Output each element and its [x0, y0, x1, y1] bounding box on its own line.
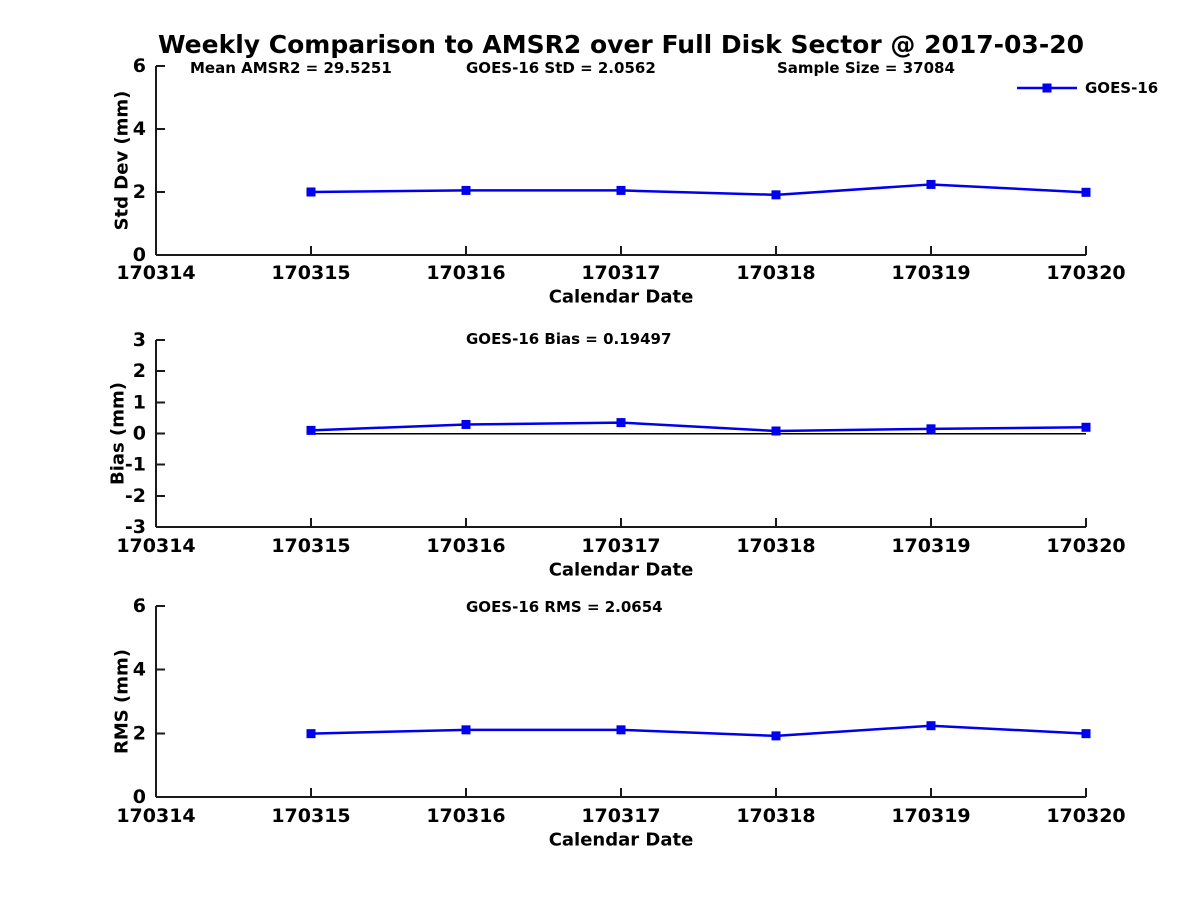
- x-tick-label: 170317: [581, 262, 660, 284]
- annotation: GOES-16 RMS = 2.0654: [466, 598, 663, 616]
- x-tick-label: 170319: [891, 262, 970, 284]
- legend-label: GOES-16: [1085, 79, 1158, 97]
- x-tick-label: 170318: [736, 535, 815, 557]
- y-tick-label: -1: [125, 454, 146, 476]
- y-tick-label: 0: [133, 423, 146, 445]
- y-tick-label: 0: [133, 244, 146, 266]
- data-point-marker: [1081, 422, 1091, 432]
- x-tick-label: 170314: [116, 535, 195, 557]
- y-tick-label: 0: [133, 786, 146, 808]
- series-line-goes-16: [310, 724, 1087, 738]
- data-point-marker: [461, 185, 471, 195]
- x-tick-label: 170320: [1046, 805, 1125, 827]
- data-point-marker: [306, 729, 316, 739]
- x-tick-label: 170320: [1046, 535, 1125, 557]
- y-tick-label: -2: [125, 485, 146, 507]
- x-tick-label: 170317: [581, 535, 660, 557]
- y-tick-label: 4: [133, 118, 146, 140]
- annotation: GOES-16 Bias = 0.19497: [466, 330, 671, 348]
- legend: GOES-16: [1017, 79, 1158, 97]
- series-line-goes-16: [310, 183, 1087, 197]
- x-tick-label: 170314: [116, 262, 195, 284]
- y-axis-label: Bias (mm): [108, 382, 129, 485]
- x-tick-label: 170319: [891, 805, 970, 827]
- y-tick-label: 6: [133, 595, 146, 617]
- x-tick-label: 170316: [426, 535, 505, 557]
- x-tick-label: 170318: [736, 262, 815, 284]
- data-point-marker: [461, 419, 471, 429]
- ticks: [155, 65, 1087, 256]
- data-point-marker: [926, 179, 936, 189]
- series-line-goes-16: [310, 421, 1087, 433]
- data-point-marker: [1081, 187, 1091, 197]
- x-tick-label: 170316: [426, 805, 505, 827]
- ticks: [155, 605, 1087, 798]
- y-tick-label: 2: [133, 181, 146, 203]
- y-axis-label: Std Dev (mm): [112, 91, 133, 231]
- annotation: Mean AMSR2 = 29.5251: [190, 59, 392, 77]
- y-tick-label: 1: [133, 391, 146, 413]
- legend-marker: [1042, 83, 1052, 93]
- x-axis-label: Calendar Date: [549, 830, 694, 851]
- data-point-marker: [771, 426, 781, 436]
- y-tick-label: 6: [133, 55, 146, 77]
- data-point-marker: [616, 185, 626, 195]
- ticks: [155, 339, 1087, 528]
- data-point-marker: [616, 418, 626, 428]
- annotation: Sample Size = 37084: [777, 59, 955, 77]
- x-tick-label: 170316: [426, 262, 505, 284]
- y-tick-label: 2: [133, 360, 146, 382]
- axes-spines: [155, 66, 1086, 256]
- data-point-marker: [1081, 729, 1091, 739]
- annotation: GOES-16 StD = 2.0562: [466, 59, 656, 77]
- figure-title: Weekly Comparison to AMSR2 over Full Dis…: [157, 30, 1084, 59]
- x-tick-label: 170317: [581, 805, 660, 827]
- subplot-rms-mm: 0 2 4 6 170314 170315 170316 170317 170318 170319…: [112, 595, 1126, 851]
- subplot-std-dev-mm: 0 2 4 6 170314 170315 170316 170317 170318 170319…: [112, 55, 1159, 308]
- axes-spines: [155, 606, 1086, 798]
- x-tick-label: 170318: [736, 805, 815, 827]
- data-point-marker: [306, 425, 316, 435]
- data-point-marker: [616, 725, 626, 735]
- data-point-marker: [926, 424, 936, 434]
- data-point-marker: [771, 190, 781, 200]
- x-tick-label: 170315: [271, 805, 350, 827]
- x-tick-label: 170314: [116, 805, 195, 827]
- y-tick-label: -3: [125, 516, 146, 538]
- x-tick-label: 170319: [891, 535, 970, 557]
- subplot-bias-mm: -3 -2 -1 0 1 2 3 170314 170315 170316 170317 170318…: [108, 329, 1126, 581]
- x-axis-label: Calendar Date: [549, 287, 694, 308]
- data-point-marker: [461, 725, 471, 735]
- y-axis-label: RMS (mm): [112, 649, 133, 754]
- data-point-marker: [771, 731, 781, 741]
- data-point-marker: [306, 187, 316, 197]
- y-tick-label: 3: [133, 329, 146, 351]
- x-tick-label: 170315: [271, 262, 350, 284]
- y-tick-label: 4: [133, 659, 146, 681]
- y-tick-label: 2: [133, 722, 146, 744]
- x-axis-label: Calendar Date: [549, 560, 694, 581]
- x-tick-label: 170320: [1046, 262, 1125, 284]
- data-point-marker: [926, 721, 936, 731]
- x-tick-label: 170315: [271, 535, 350, 557]
